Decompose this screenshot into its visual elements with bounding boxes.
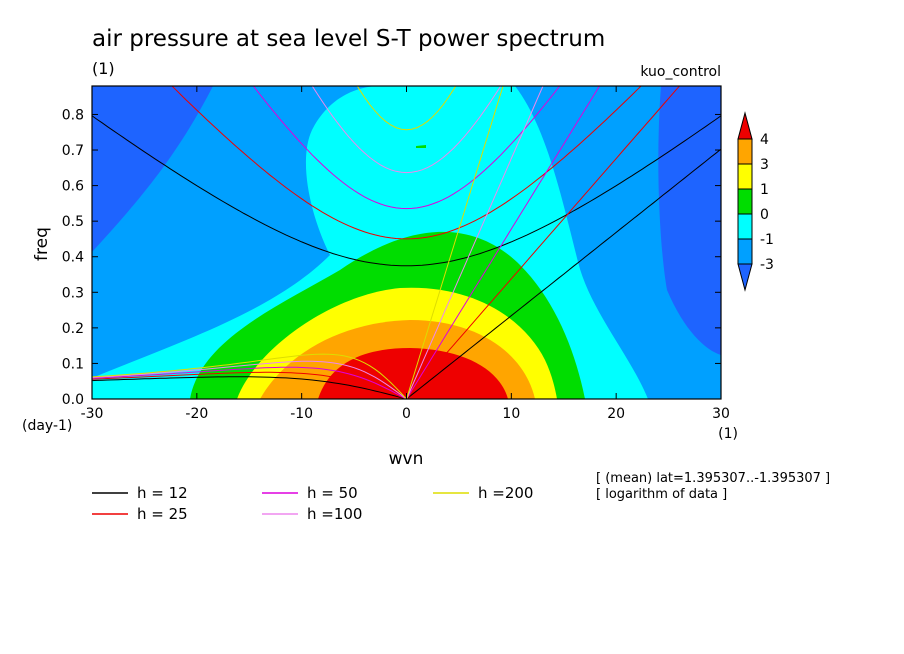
y-tick-label: 0.5 [62,214,84,230]
colorbar-label: 0 [760,207,769,223]
x-tick-label: -20 [185,406,208,422]
x-tick-label: 30 [712,406,730,422]
y-tick-label: 0.6 [62,179,84,195]
gravity-curve-12 [92,115,721,267]
rossby-curve-50 [92,366,407,399]
legend-label: h = 50 [307,484,358,502]
gravity-curve-25 [171,86,642,240]
x-tick-label: 10 [502,406,520,422]
mean-lat-annotation: [ (mean) lat=1.395307..-1.395307 ] [596,471,830,486]
colorbar: 4 3 1 0 -1 -3 [737,111,774,292]
kelvin-curve-100 [406,86,544,399]
x-axis: -30 -20 -10 0 10 20 30 [81,86,730,422]
region-above-4 [318,348,508,399]
rossby-curve-100 [92,360,407,399]
x-tick-label: -30 [81,406,104,422]
y-tick-label: 0.4 [62,250,84,266]
y-tick-label: 0.3 [62,285,84,301]
x-axis-label: wvn [389,449,424,469]
kelvin-curve-200 [406,86,504,399]
log-annotation: [ logarithm of data ] [596,487,727,502]
x-tick-label: 20 [607,406,625,422]
gravity-curve-50 [252,86,561,210]
colorbar-label: -1 [760,232,774,248]
rossby-curve-25 [92,371,407,399]
chart-title: air pressure at sea level S-T power spec… [92,26,605,52]
colorbar-segment [737,163,753,190]
legend-label: h =100 [307,505,362,523]
experiment-label: kuo_control [640,64,721,80]
y-units: (day-1) [22,418,72,434]
region-small-green [416,145,426,148]
y-tick-label: 0.8 [62,107,84,123]
kelvin-curve-50 [406,86,601,399]
legend: h = 12 h = 25 h = 50 h =100 h =200 [92,484,533,523]
x-tick-label: 0 [402,406,411,422]
colorbar-label: 4 [760,132,769,148]
colorbar-segment [737,213,753,240]
colorbar-label: -3 [760,257,774,273]
y-tick-label: 0.7 [62,143,84,159]
units-label: (1) [92,59,115,78]
legend-label: h = 25 [137,505,188,523]
legend-label: h =200 [478,484,533,502]
rossby-curve-12 [92,376,407,399]
colorbar-segment [737,138,753,165]
kelvin-curve-25 [406,86,681,399]
y-axis: 0.0 0.1 0.2 0.3 0.4 0.5 0.6 0.7 0.8 [62,107,721,408]
colorbar-label: 3 [760,157,769,173]
y-axis-label: freq [32,227,52,261]
colorbar-label: 1 [760,182,769,198]
y-tick-label: 0.0 [62,392,84,408]
gravity-curve-200 [356,86,457,131]
x-tick-label: -10 [290,406,313,422]
colorbar-top-arrow [737,111,753,140]
dispersion-curves [92,86,721,399]
y-tick-label: 0.2 [62,321,84,337]
colorbar-bottom-arrow [737,263,753,292]
colorbar-segment [737,188,753,215]
x-units: (1) [718,426,738,442]
plot-area [92,86,721,399]
gravity-curve-100 [311,86,502,174]
legend-label: h = 12 [137,484,188,502]
colorbar-segment [737,238,753,265]
rossby-curve-200 [92,353,407,399]
y-tick-label: 0.1 [62,356,84,372]
kelvin-curve-12 [406,148,721,399]
